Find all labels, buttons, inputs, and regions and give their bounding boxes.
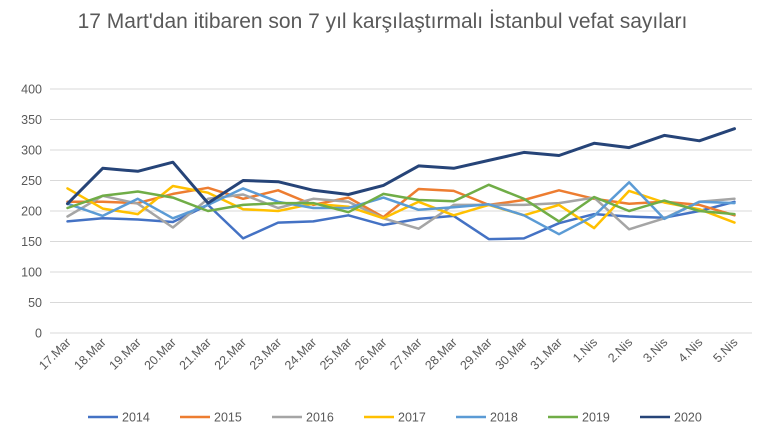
x-tick-label: 23.Mar xyxy=(247,335,284,372)
x-tick-label: 30.Mar xyxy=(493,335,530,372)
x-tick-label: 5.Nis xyxy=(711,335,741,365)
y-tick-label: 300 xyxy=(21,144,42,158)
x-tick-label: 29.Mar xyxy=(457,335,494,372)
series-line-2016 xyxy=(66,193,736,231)
y-tick-label: 250 xyxy=(21,174,42,188)
x-tick-label: 26.Mar xyxy=(352,335,389,372)
x-tick-label: 1.Nis xyxy=(570,335,600,365)
x-tick-label: 17.Mar xyxy=(36,335,73,372)
legend-label-2014: 2014 xyxy=(122,411,150,425)
legend-label-2020: 2020 xyxy=(674,411,702,425)
x-tick-label: 2.Nis xyxy=(605,335,635,365)
legend-label-2016: 2016 xyxy=(306,411,334,425)
x-tick-label: 20.Mar xyxy=(142,335,179,372)
x-tick-label: 18.Mar xyxy=(71,335,108,372)
series-line-2018 xyxy=(66,181,736,236)
y-tick-label: 100 xyxy=(21,266,42,280)
y-tick-label: 200 xyxy=(21,205,42,219)
y-tick-label: 150 xyxy=(21,235,42,249)
series-line-2014 xyxy=(66,200,736,241)
x-tick-label: 21.Mar xyxy=(177,335,214,372)
legend-label-2015: 2015 xyxy=(214,411,242,425)
x-tick-label: 22.Mar xyxy=(212,335,249,372)
x-tick-label: 24.Mar xyxy=(282,335,319,372)
series-line-2017 xyxy=(66,184,736,230)
chart-title: 17 Mart'dan itibaren son 7 yıl karşılaşt… xyxy=(77,10,688,33)
y-tick-label: 50 xyxy=(28,296,42,310)
x-tick-label: 27.Mar xyxy=(387,335,424,372)
y-tick-label: 0 xyxy=(35,327,42,341)
series-line-2020 xyxy=(66,127,736,206)
x-tick-label: 19.Mar xyxy=(106,335,143,372)
legend-label-2017: 2017 xyxy=(398,411,426,425)
x-tick-label: 31.Mar xyxy=(528,335,565,372)
legend-label-2018: 2018 xyxy=(490,411,518,425)
y-tick-label: 400 xyxy=(21,83,42,97)
x-tick-label: 4.Nis xyxy=(675,335,705,365)
x-tick-label: 3.Nis xyxy=(640,335,670,365)
legend-label-2019: 2019 xyxy=(582,411,610,425)
x-tick-label: 25.Mar xyxy=(317,335,354,372)
series-line-2019 xyxy=(66,183,736,223)
y-tick-label: 350 xyxy=(21,113,42,127)
x-tick-label: 28.Mar xyxy=(422,335,459,372)
